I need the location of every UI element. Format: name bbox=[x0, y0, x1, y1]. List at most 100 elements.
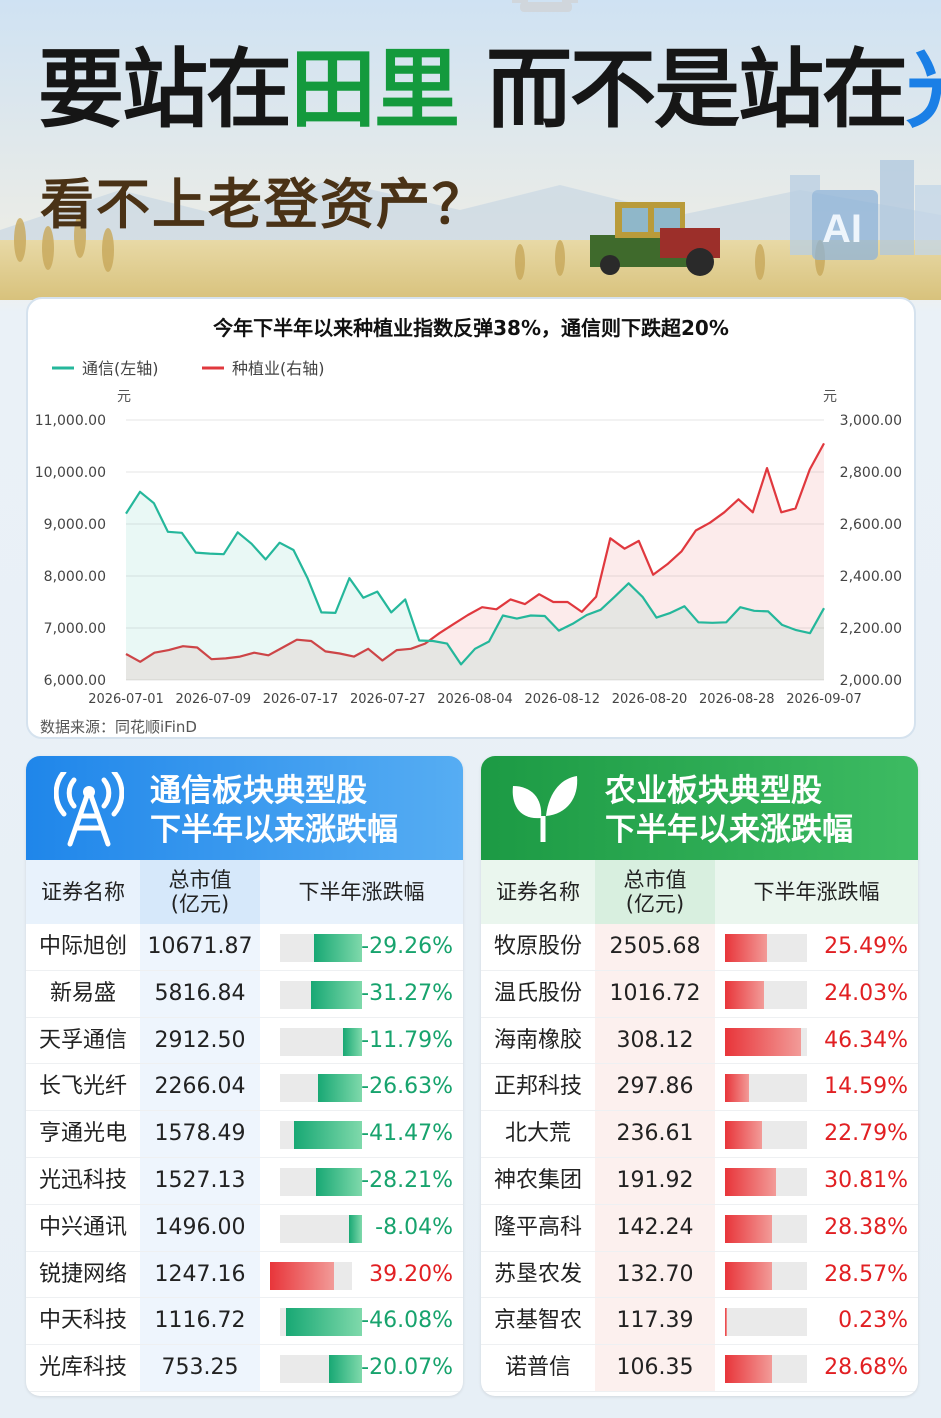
right-axis-tick: 2,400.00 bbox=[840, 569, 902, 585]
col-market-cap-line1: 总市值 bbox=[623, 868, 687, 892]
market-cap: 753.25 bbox=[140, 1345, 260, 1392]
change-percent: -31.27% bbox=[361, 980, 453, 1006]
x-axis-tick: 2026-08-20 bbox=[612, 692, 688, 707]
change-bar bbox=[310, 980, 362, 1009]
right-axis-tick: 2,200.00 bbox=[840, 621, 902, 637]
market-cap: 308.12 bbox=[595, 1017, 715, 1064]
security-name: 苏垦农发 bbox=[493, 1261, 582, 1287]
market-cap: 1527.13 bbox=[140, 1157, 260, 1204]
change-percent: -29.26% bbox=[361, 934, 453, 959]
right-axis-tick: 2,000.00 bbox=[840, 673, 902, 689]
antenna-tower-icon bbox=[54, 772, 124, 847]
telecom-column-headers: 证券名称 总市值 (亿元) 下半年涨跌幅 bbox=[26, 860, 463, 924]
x-axis-tick: 2026-09-07 bbox=[786, 692, 862, 707]
x-axis-tick: 2026-07-17 bbox=[263, 692, 339, 707]
security-name: 天孚通信 bbox=[38, 1027, 127, 1053]
change-percent: -41.47% bbox=[361, 1121, 453, 1147]
change-percent: 28.38% bbox=[824, 1214, 908, 1240]
security-name: 正邦科技 bbox=[493, 1074, 582, 1100]
x-axis-tick: 2026-08-04 bbox=[437, 692, 513, 707]
agri-rows: 牧原股份 2505.68 25.49% 温氏股份 1016.72 24.03% 海南橡胶 30… bbox=[481, 924, 918, 1392]
telecom-title-2: 下半年以来涨跌幅 bbox=[150, 812, 398, 848]
headline-part-2: 而不是站在 bbox=[458, 40, 908, 140]
change-bar bbox=[725, 1261, 772, 1290]
series-line bbox=[125, 442, 825, 663]
change-bar bbox=[725, 1027, 801, 1056]
market-cap: 1496.00 bbox=[140, 1204, 260, 1251]
change-percent: -20.07% bbox=[361, 1355, 453, 1381]
x-axis-tick: 2026-07-09 bbox=[175, 692, 251, 707]
market-cap: 117.39 bbox=[595, 1298, 715, 1345]
headline-light: 光里 bbox=[906, 40, 941, 140]
security-name: 亨通光电 bbox=[38, 1121, 127, 1147]
col-market-cap-line2: (亿元) bbox=[170, 892, 230, 916]
row-divider bbox=[26, 969, 463, 971]
right-unit-label: 元 bbox=[823, 389, 837, 405]
change-percent: -8.04% bbox=[375, 1214, 453, 1240]
left-axis-tick: 10,000.00 bbox=[35, 465, 106, 481]
legend-entry: 通信(左轴) bbox=[82, 359, 159, 378]
market-cap: 142.24 bbox=[595, 1204, 715, 1251]
telecom-title-1: 通信板块典型股 bbox=[150, 773, 367, 809]
headline-field: 田里 bbox=[290, 40, 460, 140]
table-row: 温氏股份 1016.72 24.03% bbox=[481, 970, 918, 1018]
table-row: 天孚通信 2912.50 -11.79% bbox=[26, 1017, 463, 1065]
col-market-cap-line1: 总市值 bbox=[168, 868, 232, 892]
table-row: 光库科技 753.25 -20.07% bbox=[26, 1345, 463, 1392]
security-name: 中天科技 bbox=[38, 1308, 127, 1334]
hero-banner: AI 要站在田里 而不是站在光里 看不上老登资产？ bbox=[0, 0, 941, 300]
leaf-sprout-icon bbox=[512, 776, 578, 842]
market-cap: 1247.16 bbox=[140, 1251, 260, 1298]
telecom-table-header: 通信板块典型股 下半年以来涨跌幅 bbox=[26, 756, 463, 860]
row-divider bbox=[26, 1016, 463, 1018]
change-bar bbox=[342, 1027, 362, 1056]
table-row: 新易盛 5816.84 -31.27% bbox=[26, 970, 463, 1018]
table-row: 中际旭创 10671.87 -29.26% bbox=[26, 924, 463, 971]
row-divider bbox=[481, 1344, 918, 1346]
table-row: 诺普信 106.35 28.68% bbox=[481, 1345, 918, 1392]
drone-icon bbox=[512, 0, 578, 12]
change-bar bbox=[725, 980, 765, 1009]
row-divider bbox=[481, 1110, 918, 1112]
table-row: 海南橡胶 308.12 46.34% bbox=[481, 1017, 918, 1065]
row-divider bbox=[26, 1390, 463, 1392]
change-percent: 22.79% bbox=[824, 1121, 908, 1147]
change-bar bbox=[286, 1308, 362, 1337]
hero-background: AI bbox=[0, 0, 941, 300]
table-row: 苏垦农发 132.70 28.57% bbox=[481, 1251, 918, 1299]
row-divider bbox=[481, 1203, 918, 1205]
left-axis-tick: 11,000.00 bbox=[35, 413, 106, 429]
left-axis-tick: 6,000.00 bbox=[44, 673, 106, 689]
market-cap: 1116.72 bbox=[140, 1298, 260, 1345]
change-bar bbox=[725, 1167, 776, 1196]
row-divider bbox=[26, 1297, 463, 1299]
change-percent: 28.68% bbox=[824, 1355, 908, 1381]
market-cap: 191.92 bbox=[595, 1157, 715, 1204]
table-row: 中兴通讯 1496.00 -8.04% bbox=[26, 1204, 463, 1252]
row-divider bbox=[26, 1156, 463, 1158]
chart-title: 今年下半年以来种植业指数反弹38%，通信则下跌超20% bbox=[213, 316, 729, 340]
x-axis-tick: 2026-07-01 bbox=[88, 692, 164, 707]
agri-table-header: 农业板块典型股 下半年以来涨跌幅 bbox=[481, 756, 918, 860]
left-axis-tick: 9,000.00 bbox=[44, 517, 106, 533]
change-bar bbox=[315, 1167, 362, 1196]
market-cap: 2505.68 bbox=[595, 924, 715, 970]
market-cap: 2912.50 bbox=[140, 1017, 260, 1064]
change-percent: 46.34% bbox=[824, 1027, 908, 1053]
tables: 通信板块典型股 下半年以来涨跌幅 证券名称 总市值 (亿元) 下半年涨跌幅 中际旭创… bbox=[26, 756, 918, 1396]
change-bar bbox=[725, 1214, 772, 1243]
table-row: 牧原股份 2505.68 25.49% bbox=[481, 924, 918, 971]
telecom-table: 通信板块典型股 下半年以来涨跌幅 证券名称 总市值 (亿元) 下半年涨跌幅 中际旭创… bbox=[26, 756, 463, 1396]
security-name: 新易盛 bbox=[49, 980, 116, 1006]
col-market-cap: 总市值 (亿元) bbox=[140, 860, 260, 924]
table-row: 神农集团 191.92 30.81% bbox=[481, 1157, 918, 1205]
subheadline: 看不上老登资产？ bbox=[40, 173, 488, 236]
row-divider bbox=[26, 1250, 463, 1252]
change-percent: 0.23% bbox=[838, 1308, 908, 1334]
market-cap: 2266.04 bbox=[140, 1064, 260, 1111]
security-name: 北大荒 bbox=[504, 1121, 571, 1147]
col-market-cap-line2: (亿元) bbox=[625, 892, 685, 916]
table-row: 光迅科技 1527.13 -28.21% bbox=[26, 1157, 463, 1205]
security-name: 牧原股份 bbox=[493, 934, 582, 959]
x-axis-tick: 2026-07-27 bbox=[350, 692, 426, 707]
